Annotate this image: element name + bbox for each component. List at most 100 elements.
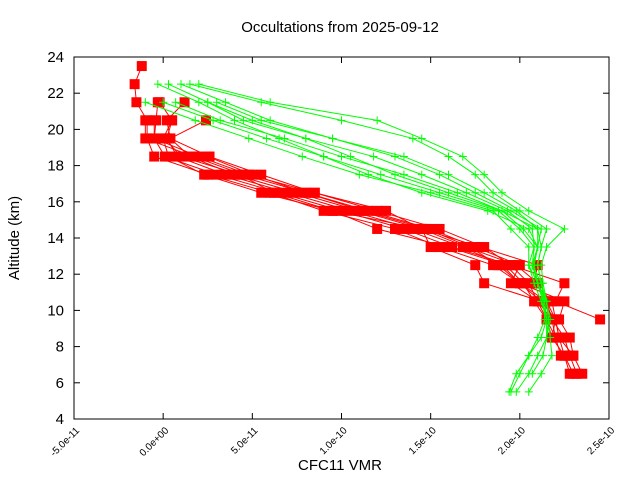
measured-point (229, 169, 240, 180)
model-point (355, 170, 364, 179)
measured-point (505, 260, 516, 271)
model-point (153, 80, 162, 89)
model-point (435, 188, 444, 197)
model-point (444, 170, 453, 179)
model-profile-3 (185, 80, 553, 378)
model-point (399, 170, 408, 179)
model-point (266, 98, 275, 107)
measured-point (363, 205, 374, 216)
model-profile-5 (141, 98, 551, 342)
measured-point (202, 151, 213, 162)
measured-point (300, 187, 311, 198)
model-line (216, 101, 546, 302)
model-point (462, 188, 471, 197)
model-point (480, 170, 489, 179)
measured-point (381, 205, 392, 216)
x-tick-label: -5.0e-11 (49, 425, 83, 459)
model-point (194, 80, 203, 89)
measured-point (488, 260, 499, 271)
measured-point (514, 278, 525, 289)
measured-point (256, 169, 267, 180)
chart-title: Occultations from 2025-09-12 (241, 19, 439, 36)
measured-profile-0 (129, 61, 588, 379)
measured-point (309, 187, 320, 198)
model-point (512, 206, 521, 215)
model-point (512, 369, 521, 378)
model-point (453, 188, 462, 197)
measured-point (140, 133, 151, 144)
measured-point (291, 187, 302, 198)
model-point (540, 297, 549, 306)
measured-profile-3 (161, 97, 566, 361)
x-tick-label: 1.5e-10 (407, 425, 439, 457)
model-point (337, 152, 346, 161)
model-point (539, 351, 548, 360)
measured-point (559, 278, 570, 289)
measured-point (372, 205, 383, 216)
model-point (542, 333, 551, 342)
measured-point (475, 242, 486, 253)
measured-point (559, 350, 570, 361)
plot-frame (73, 56, 610, 420)
measured-point (493, 260, 504, 271)
measured-point (416, 223, 427, 234)
y-tick-label: 18 (47, 158, 64, 175)
measured-point (327, 205, 338, 216)
model-point (471, 170, 480, 179)
y-tick-label: 4 (56, 411, 64, 428)
model-point (533, 243, 542, 252)
measured-point (559, 332, 570, 343)
model-point (244, 134, 253, 143)
measured-point (176, 151, 186, 162)
model-point (505, 387, 514, 396)
measured-point (131, 97, 142, 108)
measured-profile-7 (165, 115, 561, 325)
model-point (328, 134, 337, 143)
measured-point (559, 296, 570, 307)
y-tick-label: 6 (56, 375, 64, 392)
model-point (537, 261, 546, 270)
model-point (230, 116, 239, 125)
measured-point (140, 115, 151, 126)
measured-point (179, 97, 190, 108)
model-point (480, 188, 489, 197)
model-line (157, 83, 551, 393)
model-point (528, 261, 537, 270)
measured-point (234, 169, 245, 180)
model-point (435, 170, 444, 179)
model-point (262, 134, 271, 143)
model-point (560, 224, 569, 233)
measured-point (149, 115, 160, 126)
model-point (519, 224, 528, 233)
measured-point (193, 151, 204, 162)
measured-point (564, 368, 575, 379)
x-tick-label: 2.5e-10 (585, 425, 617, 457)
y-tick-label: 14 (47, 230, 64, 247)
measured-line (159, 101, 574, 374)
y-tick-label: 20 (47, 121, 64, 138)
y-tick-label: 16 (47, 194, 64, 211)
model-point (524, 387, 533, 396)
y-tick-label: 24 (47, 49, 64, 66)
measured-point (554, 314, 565, 325)
x-tick-label: 2.0e-10 (496, 425, 528, 457)
model-point (533, 224, 542, 233)
measured-point (318, 205, 329, 216)
x-axis-label: CFC11 VMR (298, 457, 382, 474)
x-tick-label: 0.0e+00 (138, 425, 172, 459)
model-point (537, 369, 546, 378)
model-point (533, 333, 542, 342)
model-point (537, 279, 546, 288)
measured-point (529, 296, 540, 307)
measured-point (564, 332, 575, 343)
measured-point (470, 260, 481, 271)
measured-point (220, 169, 231, 180)
measured-point (398, 223, 409, 234)
y-axis-label: Altitude (km) (6, 196, 23, 280)
data-layer (129, 61, 606, 396)
y-tick-label: 12 (47, 266, 64, 283)
model-line (207, 101, 546, 302)
model-point (542, 243, 551, 252)
model-point (257, 116, 266, 125)
model-point (444, 152, 453, 161)
